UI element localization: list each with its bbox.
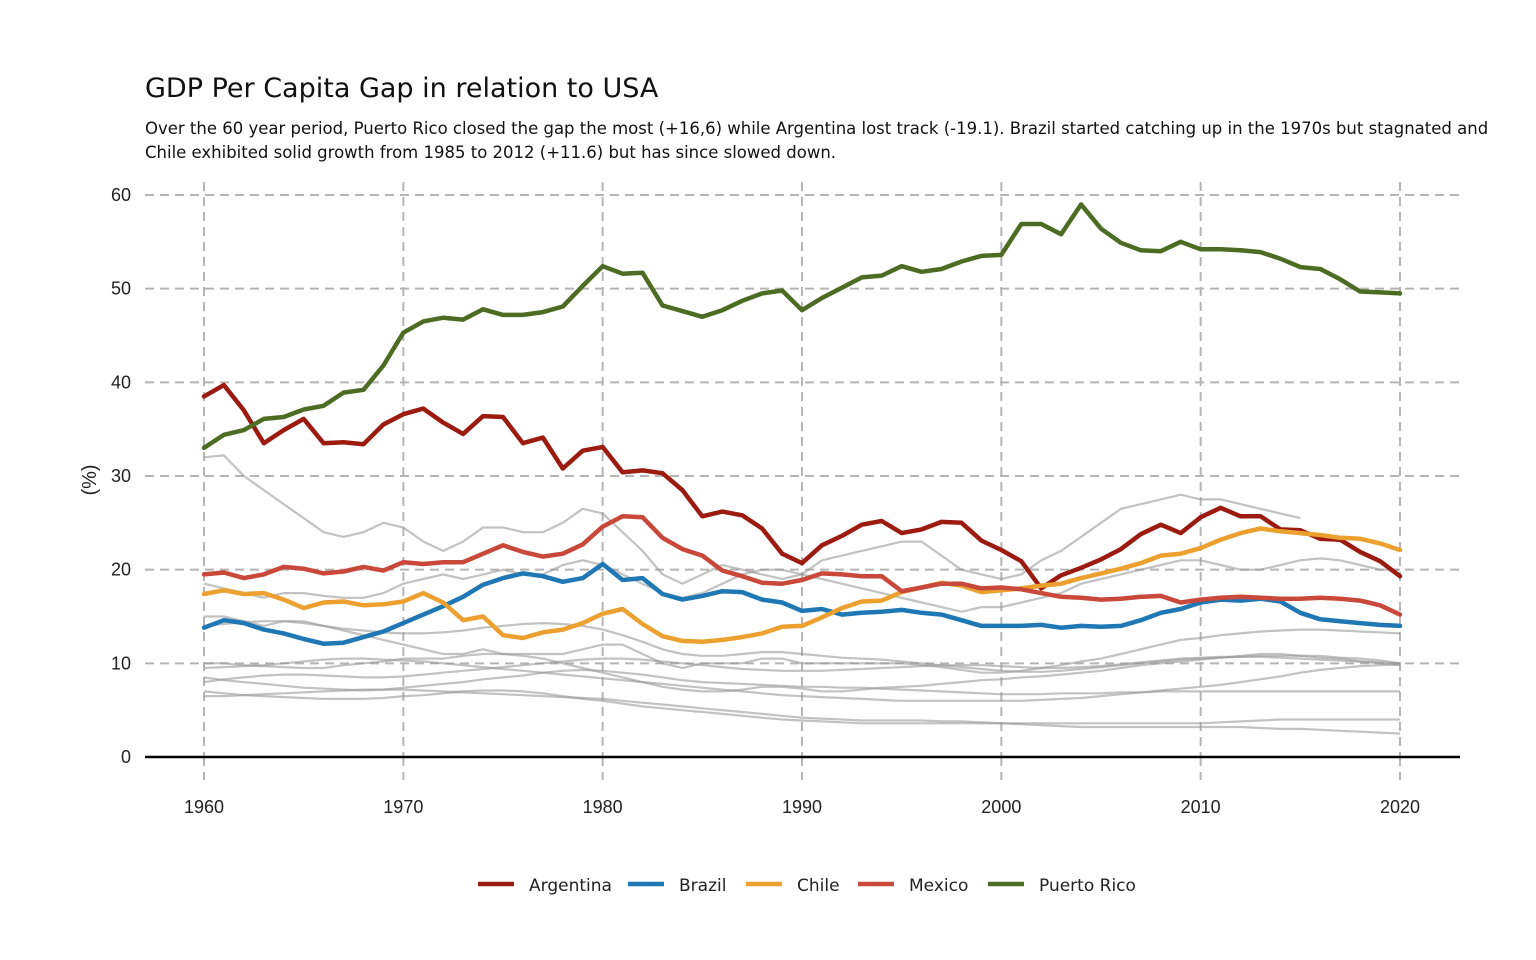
chart-title: GDP Per Capita Gap in relation to USA (145, 73, 659, 104)
x-tick-label: 1970 (383, 797, 423, 817)
legend-label-puerto-rico: Puerto Rico (1039, 876, 1136, 896)
x-gridlines (203, 182, 1401, 780)
y-tick-label: 60 (111, 185, 131, 205)
legend-label-chile: Chile (797, 876, 840, 896)
y-tick-label: 10 (111, 653, 131, 673)
x-tick-labels: 1960 1970 1980 1990 2000 2010 2020 (184, 797, 1420, 817)
background-country-line (203, 689, 1400, 725)
series-line-chile (201, 526, 1403, 645)
y-tick-labels: 0 10 20 30 40 50 60 (111, 185, 131, 767)
x-tick-label: 1980 (583, 797, 623, 817)
series-line-mexico (201, 514, 1403, 617)
legend: Argentina Brazil Chile Mexico Puerto Rico (478, 876, 1136, 896)
background-country-line (203, 655, 1401, 684)
x-tick-label: 1990 (782, 797, 822, 817)
series-line-puerto-rico (201, 202, 1403, 451)
background-country-line (203, 668, 1400, 696)
y-tick-label: 20 (111, 560, 131, 580)
y-axis-label: (%) (79, 464, 101, 495)
chart-subtitle-line-1: Over the 60 year period, Puerto Rico clo… (145, 119, 1488, 138)
background-country-line (204, 688, 1401, 735)
legend-label-mexico: Mexico (909, 876, 968, 896)
series-line-argentina (201, 382, 1403, 591)
background-country-line (203, 557, 1400, 613)
x-tick-label: 2010 (1181, 797, 1221, 817)
series-line-brazil (201, 561, 1403, 646)
highlighted-series (201, 202, 1403, 646)
x-tick-label: 2000 (981, 797, 1021, 817)
background-country-lines (203, 454, 1401, 735)
background-country-line (204, 615, 1401, 674)
x-tick-label: 2020 (1380, 797, 1420, 817)
y-tick-label: 50 (111, 279, 131, 299)
legend-label-brazil: Brazil (679, 876, 726, 896)
x-tick-label: 1960 (184, 797, 224, 817)
background-country-line (203, 657, 1401, 702)
y-tick-label: 0 (121, 747, 131, 767)
chart-subtitle-line-2: Chile exhibited solid growth from 1985 t… (145, 143, 836, 162)
y-tick-label: 40 (111, 372, 131, 392)
y-tick-label: 30 (111, 466, 131, 486)
legend-label-argentina: Argentina (529, 876, 612, 896)
